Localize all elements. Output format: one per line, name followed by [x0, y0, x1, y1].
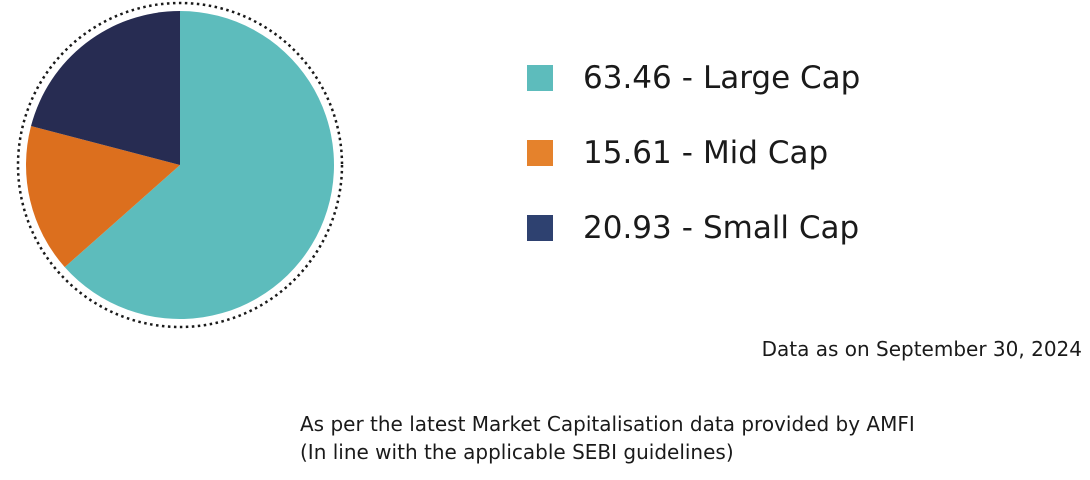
- source-note-line-1: As per the latest Market Capitalisation …: [300, 412, 915, 436]
- pie-chart-svg: [16, 1, 344, 329]
- legend-swatch-mid-cap: [527, 139, 553, 166]
- legend-swatch-large-cap: [527, 64, 553, 91]
- legend-name-small-cap: Small Cap: [702, 209, 860, 246]
- legend-separator: -: [681, 134, 693, 171]
- legend-item-large-cap: 63.46- Large Cap: [527, 40, 860, 115]
- legend-name-large-cap: Large Cap: [702, 59, 861, 96]
- legend-value-large-cap: 63.46: [583, 59, 672, 96]
- pie-slice-large-cap: [64, 11, 335, 319]
- pie-slice-mid-cap: [26, 126, 180, 268]
- pie-dotted-outline: [16, 1, 344, 329]
- legend-value-mid-cap: 15.61: [583, 134, 672, 171]
- pie-chart: [0, 0, 360, 335]
- legend-value-small-cap: 20.93: [583, 209, 672, 246]
- legend-item-small-cap: 20.93- Small Cap: [527, 190, 860, 265]
- legend-swatch-small-cap: [527, 214, 553, 241]
- legend-item-mid-cap: 15.61- Mid Cap: [527, 115, 860, 190]
- legend: 63.46- Large Cap 15.61- Mid Cap 20.93- Smal…: [527, 40, 860, 265]
- source-note-line-2: (In line with the applicable SEBI guidel…: [300, 440, 734, 464]
- legend-label-large-cap: 63.46- Large Cap: [583, 58, 860, 98]
- legend-separator: -: [681, 59, 693, 96]
- legend-label-mid-cap: 15.61- Mid Cap: [583, 133, 828, 173]
- legend-separator: -: [681, 209, 693, 246]
- legend-label-small-cap: 20.93- Small Cap: [583, 208, 859, 248]
- source-note: As per the latest Market Capitalisation …: [300, 410, 915, 466]
- pie-slices: [26, 11, 335, 319]
- legend-name-mid-cap: Mid Cap: [702, 134, 829, 171]
- date-note: Data as on September 30, 2024: [761, 337, 1082, 361]
- pie-slice-small-cap: [31, 11, 181, 165]
